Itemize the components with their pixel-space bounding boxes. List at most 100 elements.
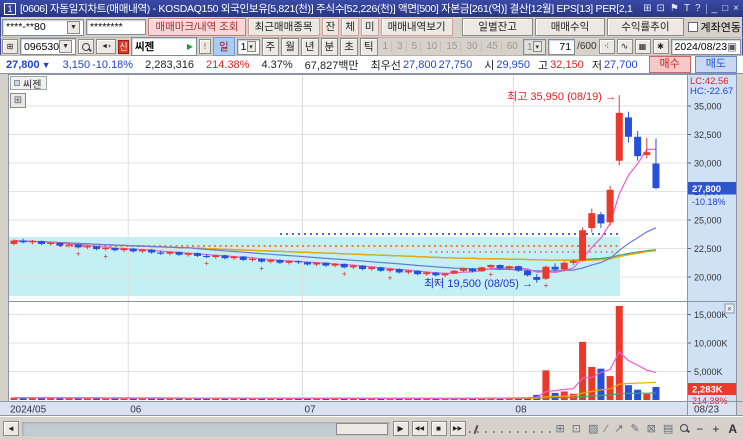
arrow-tool-icon[interactable]: ↗	[614, 423, 624, 435]
account-select[interactable]: ****-**80 ▼	[2, 18, 84, 36]
best-ask: 27,750	[438, 58, 473, 71]
volume-bar-05/22	[56, 397, 64, 400]
candle-05/27	[83, 246, 91, 248]
volume-bar-08/13	[588, 366, 596, 400]
preset-dropdown-icon[interactable]: ▾	[532, 41, 542, 52]
candle-07/09	[358, 265, 366, 270]
speaker-icon[interactable]: ◄ ▾	[96, 39, 117, 54]
preset-select[interactable]: 1 ▾	[522, 38, 546, 55]
account-link-checkbox[interactable]: 계좌연동	[687, 19, 741, 35]
tick-preset-30[interactable]: 30	[463, 41, 482, 52]
period-minute-button[interactable]: 분	[320, 37, 339, 56]
tick-preset-1[interactable]: 1	[380, 41, 393, 52]
trendline-tool-icon[interactable]: ∕	[605, 422, 608, 435]
candle-08/12	[579, 230, 587, 261]
date-picker[interactable]: 2024/08/23 ▣	[670, 38, 741, 55]
close-button[interactable]: ×	[733, 3, 739, 14]
candle-06/24	[258, 258, 266, 262]
new-window-icon[interactable]: ⊞	[555, 423, 565, 435]
vol-ma5-line	[13, 350, 657, 400]
code-dropdown-icon[interactable]: ▼	[59, 40, 73, 53]
svg-text:HC:-22.67: HC:-22.67	[690, 86, 733, 97]
bar-count-input[interactable]: 71	[547, 38, 576, 55]
trade-profit-button[interactable]: 매매수익	[534, 18, 606, 36]
volume-bar-06/14	[203, 398, 211, 400]
period-month-button[interactable]: 월	[281, 37, 299, 56]
stock-code-select[interactable]: 096530 ▼	[20, 38, 77, 55]
volume-bar-07/12	[386, 398, 394, 400]
chart-tab[interactable]: 씨젠	[10, 76, 48, 91]
minimize-button[interactable]: _	[711, 3, 718, 14]
line-chart-icon[interactable]: ∿	[616, 39, 633, 54]
play-icon[interactable]: ▶	[392, 421, 409, 436]
tick-preset-45[interactable]: 45	[484, 41, 502, 52]
zoom-in-button[interactable]: +	[712, 421, 720, 436]
stop-icon[interactable]: ■	[430, 421, 447, 436]
hatch-tool-icon[interactable]: ▨	[587, 423, 599, 435]
search-icon[interactable]	[78, 39, 95, 54]
period-day-button[interactable]: 일	[213, 37, 235, 56]
tick-preset-5[interactable]: 5	[409, 41, 422, 52]
filled-button[interactable]: 체	[341, 18, 359, 36]
compare-chart-icon[interactable]: ⁖	[598, 39, 615, 54]
settings-gear-icon[interactable]: ✱	[652, 39, 669, 54]
period-tick-button[interactable]: 틱	[359, 37, 378, 56]
candle-06/25	[267, 259, 275, 262]
font-size-button[interactable]: A	[728, 421, 737, 436]
zoom-out-button[interactable]: −	[696, 421, 704, 436]
chart-tool-icon[interactable]: ⊠	[646, 423, 656, 435]
draw-tool-icon[interactable]: ✎	[630, 423, 640, 435]
tick-preset-10[interactable]: 10	[423, 41, 442, 52]
print-icon[interactable]: ▤	[662, 423, 674, 435]
maximize-button[interactable]: □	[722, 3, 729, 14]
daily-balance-button[interactable]: 일별잔고	[462, 18, 533, 36]
volume-bar-05/17	[28, 398, 36, 400]
candles	[10, 95, 660, 283]
trade-history-button[interactable]: 매매내역보기	[380, 18, 453, 36]
chart-scrollbar[interactable]	[22, 421, 390, 436]
volume-bar-06/21	[248, 398, 256, 400]
period-unit-spinner[interactable]: 1 ▾	[236, 38, 260, 55]
yield-trend-button[interactable]: 수익률추이	[607, 18, 684, 36]
candle-06/12	[184, 253, 192, 255]
zoom-search-icon[interactable]	[678, 423, 690, 435]
pin-icon[interactable]: ⚑	[669, 3, 679, 14]
recent-traded-button[interactable]: 최근매매종목	[247, 18, 320, 36]
zoom-slider[interactable]	[468, 422, 551, 435]
tick-preset-15[interactable]: 15	[443, 41, 462, 52]
popup-icon[interactable]: ⊞	[643, 3, 652, 14]
candle-06/28	[294, 261, 302, 263]
grid-tool-icon[interactable]: ⊞	[10, 93, 26, 108]
fast-forward-icon[interactable]: ▶▶	[449, 421, 466, 436]
rewind-icon[interactable]: ◀◀	[411, 421, 428, 436]
scrollbar-thumb[interactable]	[335, 422, 388, 435]
copy-chart-icon[interactable]: ⊡	[571, 423, 581, 435]
scroll-left-icon[interactable]: ◄	[3, 421, 19, 436]
password-field[interactable]: ********	[85, 19, 147, 35]
font-icon[interactable]: T	[683, 3, 690, 14]
account-dropdown-icon[interactable]: ▼	[66, 20, 80, 34]
period-week-button[interactable]: 주	[261, 37, 280, 56]
candle-08/01	[514, 266, 522, 271]
sell-button[interactable]: 매도	[694, 56, 737, 73]
save-icon[interactable]: ▦	[634, 39, 651, 54]
help-icon[interactable]: ?	[694, 3, 701, 14]
period-second-button[interactable]: 초	[340, 37, 358, 56]
alert-icon[interactable]: !	[199, 39, 211, 54]
volume-pane-close-icon[interactable]	[724, 303, 735, 314]
unfilled-button[interactable]: 미	[360, 18, 379, 36]
stock-name-field[interactable]: 씨젠 ▶	[130, 37, 197, 56]
price-chart[interactable]: +++++++++35,00032,50030,00027,50025,0002…	[0, 74, 743, 417]
volume-bar-07/03	[322, 398, 330, 400]
period-year-button[interactable]: 년	[300, 37, 319, 56]
buy-button[interactable]: 매수	[648, 56, 691, 73]
candle-07/24	[459, 268, 467, 271]
tick-preset-60[interactable]: 60	[506, 41, 518, 52]
checkbox-icon[interactable]	[687, 22, 698, 32]
unit-dropdown-icon[interactable]: ▾	[246, 41, 256, 52]
copy-window-icon[interactable]: ⊡	[656, 3, 665, 14]
trade-mark-search-button[interactable]: 매매마크/내역 조회	[148, 18, 246, 36]
balance-button[interactable]: 잔	[321, 18, 340, 36]
dock-window-icon[interactable]: ⊞	[2, 39, 18, 54]
tick-preset-3[interactable]: 3	[394, 41, 407, 52]
